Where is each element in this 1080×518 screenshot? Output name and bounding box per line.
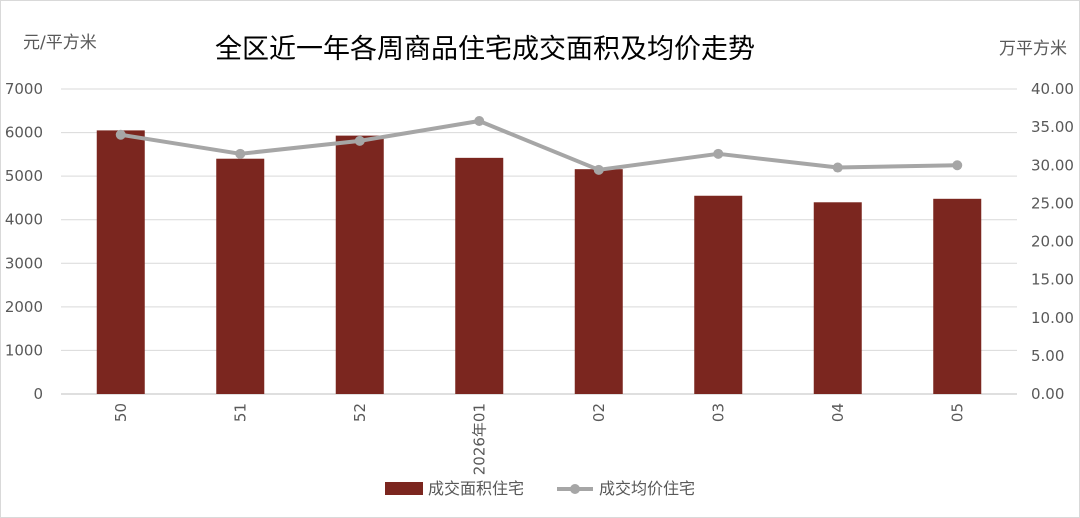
line-point: [832, 162, 843, 173]
left-tick-label: 6000: [5, 124, 43, 142]
x-tick-label: 51: [231, 403, 249, 422]
left-tick-label: 5000: [5, 167, 43, 185]
right-tick-label: 10.00: [1031, 309, 1074, 327]
bar-series: [96, 130, 982, 394]
legend-bar-swatch: [385, 482, 423, 495]
bar: [96, 130, 145, 394]
line-point: [115, 129, 126, 140]
line-point: [952, 160, 963, 171]
right-tick-label: 30.00: [1031, 156, 1074, 174]
left-tick-label: 1000: [5, 341, 43, 359]
line-point: [474, 116, 485, 127]
right-tick-label: 0.00: [1031, 385, 1064, 403]
x-tick-label: 04: [829, 403, 847, 422]
line-point: [235, 148, 246, 159]
x-axis-ticks: 50 51 52 2026年01 02 03 04 05: [112, 403, 967, 475]
left-axis-ticks: 0 1000 2000 3000 4000 5000 6000 7000: [5, 80, 43, 403]
line-series: [115, 116, 963, 175]
legend-line-label: 成交均价住宅: [599, 479, 695, 498]
left-tick-label: 0: [33, 385, 43, 403]
legend-line-marker: [570, 484, 580, 494]
right-axis-ticks: 0.00 5.00 10.00 15.00 20.00 25.00 30.00 35.00 40…: [1031, 80, 1074, 403]
bar: [813, 202, 862, 394]
left-axis-unit: 元/平方米: [23, 33, 97, 53]
bar: [455, 157, 504, 394]
x-tick-label: 03: [709, 403, 727, 422]
grid-lines: [61, 88, 1017, 395]
right-tick-label: 5.00: [1031, 347, 1064, 365]
line-point: [593, 164, 604, 175]
right-tick-label: 15.00: [1031, 271, 1074, 289]
x-tick-label: 2026年01: [470, 403, 488, 475]
x-tick-label: 52: [351, 403, 369, 422]
bar: [694, 195, 743, 394]
line-point: [354, 135, 365, 146]
right-tick-label: 20.00: [1031, 233, 1074, 251]
bar: [216, 158, 265, 394]
bar: [335, 135, 384, 394]
bar: [933, 198, 982, 394]
right-tick-label: 40.00: [1031, 80, 1074, 98]
right-tick-label: 35.00: [1031, 118, 1074, 136]
right-tick-label: 25.00: [1031, 194, 1074, 212]
left-tick-label: 4000: [5, 211, 43, 229]
x-tick-label: 50: [112, 403, 130, 422]
price-line: [120, 119, 958, 172]
x-tick-label: 02: [590, 403, 608, 422]
chart-title: 全区近一年各周商品住宅成交面积及均价走势: [215, 34, 755, 65]
right-axis-unit: 万平方米: [999, 39, 1067, 59]
x-tick-label: 05: [948, 403, 966, 422]
bar: [574, 169, 623, 394]
legend: 成交面积住宅 成交均价住宅: [385, 479, 695, 498]
line-point: [713, 148, 724, 159]
left-tick-label: 7000: [5, 80, 43, 98]
left-tick-label: 2000: [5, 298, 43, 316]
legend-bar-label: 成交面积住宅: [428, 479, 524, 498]
left-tick-label: 3000: [5, 254, 43, 272]
